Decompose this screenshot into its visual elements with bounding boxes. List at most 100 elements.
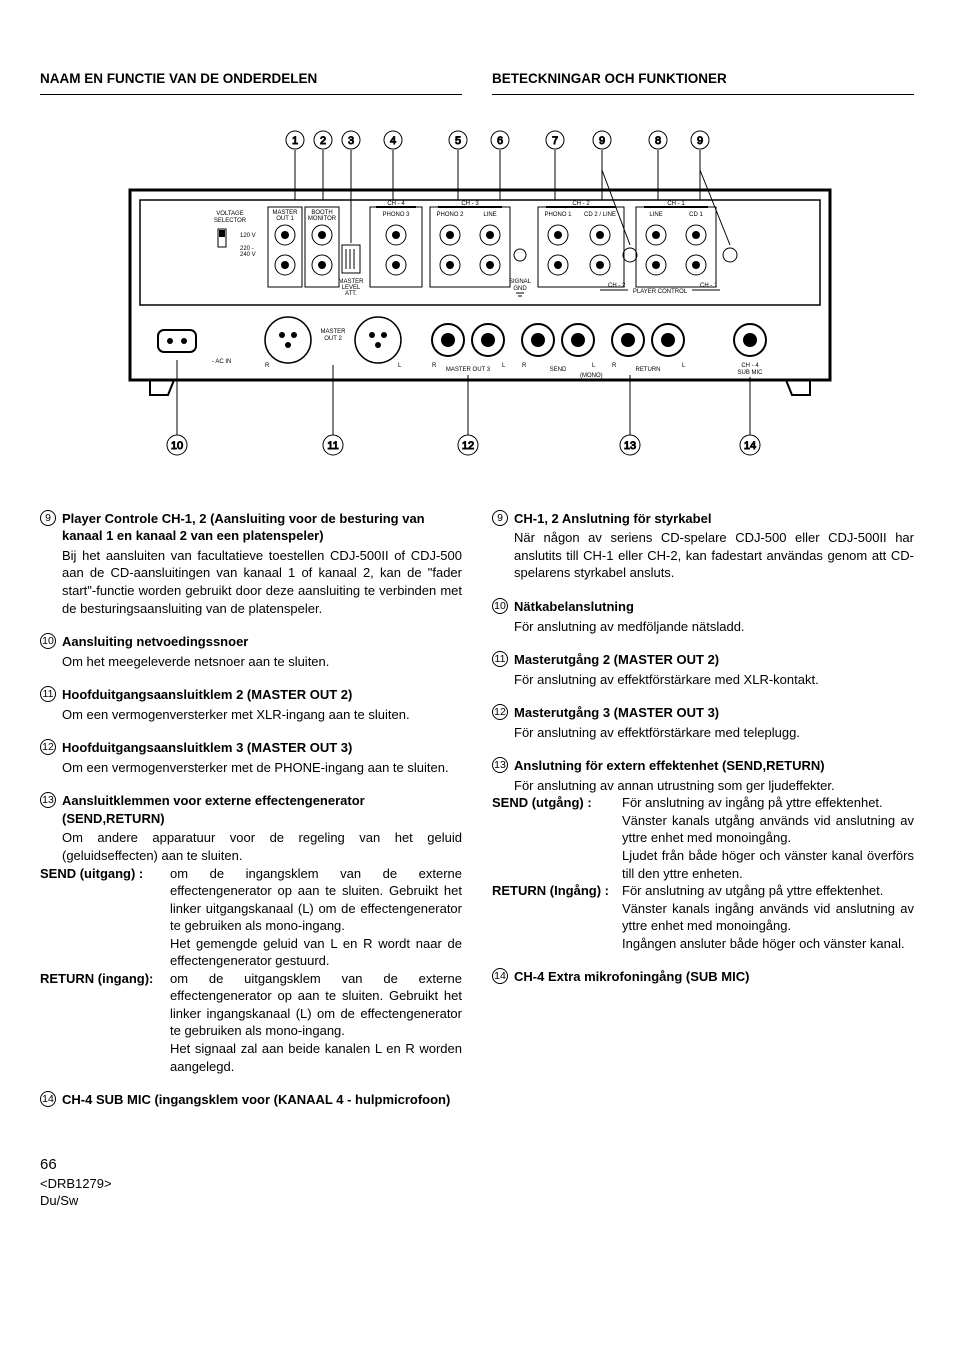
- svg-text:MASTER OUT 3: MASTER OUT 3: [446, 367, 491, 373]
- page-headers: NAAM EN FUNCTIE VAN DE ONDERDELEN BETECK…: [40, 70, 914, 95]
- def-send-key: SEND (utgång) :: [492, 794, 622, 882]
- svg-text:PHONO 2: PHONO 2: [436, 212, 464, 218]
- section-l10: 10Aansluiting netvoedingssnoer Om het me…: [40, 633, 462, 670]
- doc-reference: <DRB1279>: [40, 1175, 914, 1193]
- def-return-key: RETURN (Ingång) :: [492, 882, 622, 952]
- svg-text:LINE: LINE: [649, 212, 662, 218]
- svg-text:14: 14: [744, 440, 756, 452]
- section-body: Om een vermogenversterker met XLR-ingang…: [62, 706, 462, 724]
- svg-text:5: 5: [455, 135, 461, 147]
- section-body: För anslutning av annan utrustning som g…: [514, 777, 914, 795]
- svg-text:7: 7: [552, 135, 558, 147]
- svg-text:(MONO): (MONO): [580, 373, 603, 379]
- section-title: Aansluitklemmen voor externe effectengen…: [62, 792, 462, 827]
- section-title: Player Controle CH-1, 2 (Aansluiting voo…: [62, 510, 462, 545]
- svg-text:CH - 2: CH - 2: [608, 283, 626, 289]
- svg-text:LINE: LINE: [483, 212, 496, 218]
- svg-text:R: R: [612, 363, 617, 369]
- svg-text:L: L: [502, 363, 506, 369]
- section-body: Om een vermogenversterker met de PHONE-i…: [62, 759, 462, 777]
- svg-text:MONITOR: MONITOR: [308, 216, 337, 222]
- section-title: Anslutning för extern effektenhet (SEND,…: [514, 757, 914, 775]
- svg-text:SELECTOR: SELECTOR: [214, 218, 247, 224]
- callout-number: 10: [492, 598, 508, 614]
- svg-text:R: R: [265, 363, 270, 369]
- section-l11: 11 Hoofduitgangsaansluitklem 2 (MASTER OU…: [40, 686, 462, 723]
- section-title: Hoofduitgangsaansluitklem 3 (MASTER OUT …: [62, 739, 462, 757]
- right-column: 9 CH-1, 2 Anslutning för styrkabel När nå…: [492, 510, 914, 1125]
- section-body: När någon av seriens CD-spelare CDJ-500 …: [514, 529, 914, 582]
- def-return-key: RETURN (ingang):: [40, 970, 170, 1075]
- svg-text:CH - 4: CH - 4: [741, 363, 759, 369]
- svg-text:10: 10: [171, 440, 183, 452]
- callout-number: 12: [492, 704, 508, 720]
- svg-text:ATT.: ATT.: [345, 291, 357, 297]
- svg-text:13: 13: [624, 440, 636, 452]
- callout-number: 9: [40, 510, 56, 526]
- svg-text:MASTER: MASTER: [320, 329, 346, 335]
- svg-text:- AC IN: - AC IN: [212, 359, 231, 365]
- section-title: Masterutgång 3 (MASTER OUT 3): [514, 704, 914, 722]
- svg-text:SUB MIC: SUB MIC: [737, 370, 763, 376]
- svg-text:L: L: [682, 363, 686, 369]
- svg-text:SIGNAL: SIGNAL: [509, 279, 532, 285]
- svg-text:PLAYER CONTROL: PLAYER CONTROL: [633, 289, 688, 295]
- svg-text:4: 4: [390, 135, 396, 147]
- callout-number: 12: [40, 739, 56, 755]
- section-l9: 9 Player Controle CH-1, 2 (Aansluiting vo…: [40, 510, 462, 617]
- svg-text:OUT 1: OUT 1: [276, 216, 294, 222]
- section-body: Om andere apparatuur voor de regeling va…: [62, 829, 462, 864]
- section-title: Masterutgång 2 (MASTER OUT 2): [514, 651, 914, 669]
- svg-text:L: L: [592, 363, 596, 369]
- callout-number: 14: [40, 1091, 56, 1107]
- section-title: CH-4 Extra mikrofoningång (SUB MIC): [514, 968, 914, 986]
- callout-number: 9: [492, 510, 508, 526]
- section-title: Aansluiting netvoedingssnoer: [62, 633, 462, 651]
- svg-text:3: 3: [348, 135, 354, 147]
- svg-text:CD 1: CD 1: [689, 212, 703, 218]
- callout-number: 13: [40, 792, 56, 808]
- svg-text:VOLTAGE: VOLTAGE: [216, 211, 243, 217]
- svg-text:L: L: [398, 363, 402, 369]
- section-title: Nätkabelanslutning: [514, 598, 914, 616]
- section-title: CH-4 SUB MIC (ingangsklem voor (KANAAL 4…: [62, 1091, 462, 1109]
- svg-text:12: 12: [462, 440, 474, 452]
- section-title: Hoofduitgangsaansluitklem 2 (MASTER OUT …: [62, 686, 462, 704]
- svg-text:GND: GND: [513, 286, 527, 292]
- section-r11: 11 Masterutgång 2 (MASTER OUT 2) För ansl…: [492, 651, 914, 688]
- section-r13: 13 Anslutning för extern effektenhet (SEN…: [492, 757, 914, 952]
- section-body: För anslutning av effektförstärkare med …: [514, 724, 914, 742]
- section-r14: 14CH-4 Extra mikrofoningång (SUB MIC): [492, 968, 914, 986]
- section-body: Om het meegeleverde netsnoer aan te slui…: [62, 653, 462, 671]
- def-send-val: om de ingangsklem van de externe effecte…: [170, 865, 462, 970]
- def-send-key: SEND (uitgang) :: [40, 865, 170, 970]
- rear-panel-diagram: .tl { font: 6px Arial; } .ml { font: 7px…: [40, 115, 914, 480]
- section-l13: 13 Aansluitklemmen voor externe effecteng…: [40, 792, 462, 1075]
- page-footer: 66 <DRB1279> Du/Sw: [40, 1155, 914, 1210]
- section-l12: 12 Hoofduitgangsaansluitklem 3 (MASTER OU…: [40, 739, 462, 776]
- svg-text:9: 9: [599, 135, 605, 147]
- section-r10: 10Nätkabelanslutning För anslutning av m…: [492, 598, 914, 635]
- svg-text:1: 1: [292, 135, 298, 147]
- svg-text:11: 11: [327, 440, 338, 452]
- section-r12: 12 Masterutgång 3 (MASTER OUT 3) För ansl…: [492, 704, 914, 741]
- svg-text:OUT 2: OUT 2: [324, 336, 342, 342]
- svg-text:6: 6: [497, 135, 503, 147]
- callout-number: 11: [492, 651, 508, 667]
- def-return-val: För anslutning av utgång på yttre effekt…: [622, 882, 914, 952]
- callout-number: 11: [40, 686, 56, 702]
- section-r9: 9 CH-1, 2 Anslutning för styrkabel När nå…: [492, 510, 914, 582]
- svg-text:120 V: 120 V: [240, 233, 256, 239]
- svg-text:PHONO 1: PHONO 1: [544, 212, 572, 218]
- language-code: Du/Sw: [40, 1192, 914, 1210]
- svg-text:240 V: 240 V: [240, 252, 256, 258]
- section-title: CH-1, 2 Anslutning för styrkabel: [514, 510, 914, 528]
- section-body: För anslutning av effektförstärkare med …: [514, 671, 914, 689]
- page-number: 66: [40, 1155, 914, 1175]
- callout-number: 13: [492, 757, 508, 773]
- svg-text:CH - 1: CH - 1: [700, 283, 718, 289]
- svg-text:9: 9: [697, 135, 703, 147]
- def-return-val: om de uitgangsklem van de externe effect…: [170, 970, 462, 1075]
- svg-text:8: 8: [655, 135, 661, 147]
- section-l14: 14 CH-4 SUB MIC (ingangsklem voor (KANAAL…: [40, 1091, 462, 1109]
